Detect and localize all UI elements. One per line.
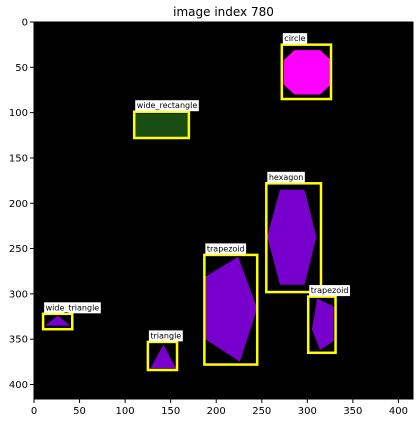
box-label-background xyxy=(135,100,199,112)
shape-triangle xyxy=(150,344,177,369)
y-tick-label: 250 xyxy=(9,244,28,255)
x-tick-label: 0 xyxy=(31,406,37,417)
y-tick-label: 400 xyxy=(9,380,28,391)
box-label: circle xyxy=(284,34,305,43)
box-label: wide_triangle xyxy=(46,303,100,312)
shape-pentagon xyxy=(205,256,258,362)
x-tick-label: 100 xyxy=(116,406,135,417)
box-label-background xyxy=(205,243,247,255)
shape-hexagon xyxy=(267,189,317,285)
x-tick-label: 200 xyxy=(207,406,226,417)
box-label: trapezoid xyxy=(311,286,349,295)
bounding-box xyxy=(132,110,191,140)
y-tick-label: 0 xyxy=(22,18,28,29)
y-tick-label: 300 xyxy=(9,289,28,300)
x-tick-label: 250 xyxy=(252,406,271,417)
y-tick-label: 150 xyxy=(9,153,28,164)
shape-triangle xyxy=(44,315,71,326)
box-label-background xyxy=(44,302,101,314)
x-tick-label: 50 xyxy=(73,406,86,417)
bounding-box xyxy=(41,312,74,331)
y-tick-label: 100 xyxy=(9,108,28,119)
bounding-box xyxy=(146,340,179,372)
box-label: triangle xyxy=(150,331,181,340)
box-label: wide_rectangle xyxy=(137,101,198,110)
chart-title: image index 780 xyxy=(173,5,274,19)
x-tick-label: 400 xyxy=(389,406,408,417)
shape-rectangle xyxy=(135,113,188,138)
bounding-box xyxy=(203,253,259,366)
y-axis: 0 50 100 150 200 250 300 350 400 xyxy=(9,18,34,391)
x-tick-label: 150 xyxy=(161,406,180,417)
y-tick-label: 50 xyxy=(15,63,28,74)
plot-frame xyxy=(33,21,414,400)
x-tick-label: 350 xyxy=(343,406,362,417)
x-axis: 0 50 100 150 200 250 300 350 400 xyxy=(31,399,408,417)
box-label-background xyxy=(282,33,308,45)
box-label: trapezoid xyxy=(207,244,245,253)
y-tick-label: 350 xyxy=(9,335,28,346)
box-label-background xyxy=(148,330,183,342)
shape-pentagon xyxy=(311,298,334,351)
bounding-box xyxy=(306,295,337,355)
shape-octagon xyxy=(283,50,331,95)
bounding-box xyxy=(280,43,333,101)
x-tick-label: 300 xyxy=(298,406,317,417)
y-tick-label: 200 xyxy=(9,199,28,210)
box-label-background xyxy=(309,285,350,297)
box-label-background xyxy=(267,171,305,183)
box-label: hexagon xyxy=(269,173,304,182)
bounding-box xyxy=(265,182,323,294)
